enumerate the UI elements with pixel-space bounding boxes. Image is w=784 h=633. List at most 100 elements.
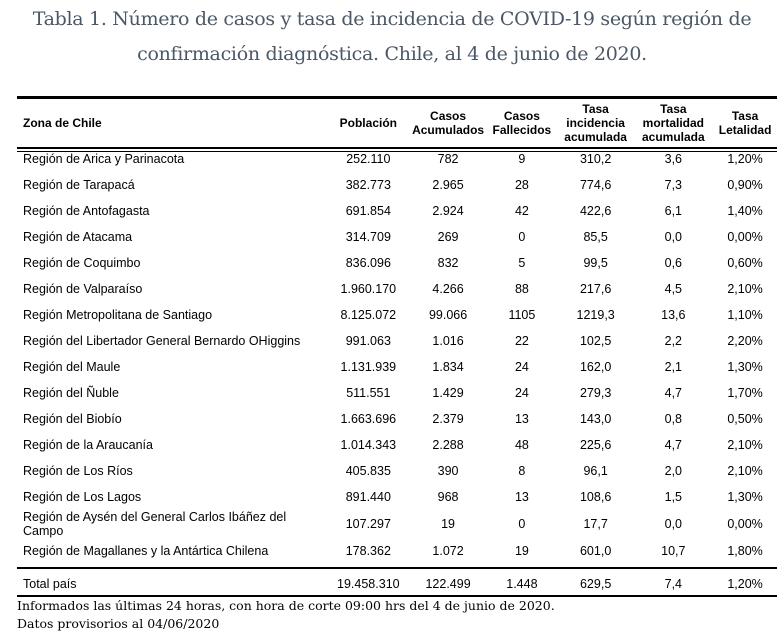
cell-tasa-letalidad: 2,20% xyxy=(727,334,763,348)
cell-poblacion: 891.440 xyxy=(345,490,391,504)
cell-tasa-mortalidad: 0,0 xyxy=(664,517,683,531)
cell-poblacion: 991.063 xyxy=(345,334,391,348)
cell-zona: Región de Arica y Parinacota xyxy=(23,152,185,166)
cell-tasa-letalidad: 0,50% xyxy=(727,412,763,426)
cell-tasa-mortalidad: 0,0 xyxy=(664,230,683,244)
cell-casos-fallecidos: 5 xyxy=(518,256,526,270)
cell-casos-fallecidos: 8 xyxy=(518,464,526,478)
cell-tasa-mortalidad: 0,6 xyxy=(664,256,683,270)
cell-casos-fallecidos: 24 xyxy=(514,386,529,400)
table-row: Región de Valparaíso 1.960.170 4.266 88 217,… xyxy=(17,276,777,302)
cell-tasa-letalidad: 2,10% xyxy=(727,464,763,478)
cell-poblacion: 314.709 xyxy=(345,230,391,244)
cell-zona: Región de la Araucanía xyxy=(23,438,153,452)
cell-casos-acumulados: 19 xyxy=(441,517,456,531)
cell-tasa-mortalidad: 0,8 xyxy=(664,412,683,426)
cell-tasa-letalidad: 1,70% xyxy=(727,386,763,400)
cell-tasa-letalidad: 1,10% xyxy=(727,308,763,322)
cell-zona: Región de Los Ríos xyxy=(23,464,133,478)
cell-casos-acumulados: 99.066 xyxy=(428,308,468,322)
cell-zona: Región de Tarapacá xyxy=(23,178,135,192)
cell-zona: Región del Ñuble xyxy=(23,386,119,400)
total-rule xyxy=(17,567,777,569)
cell-tasa-incidencia: 225,6 xyxy=(579,438,612,452)
cell-tasa-incidencia: 422,6 xyxy=(579,204,612,218)
cell-tasa-incidencia: 143,0 xyxy=(579,412,612,426)
cell-tasa-incidencia: 310,2 xyxy=(579,152,612,166)
cell-tasa-letalidad: 1,40% xyxy=(727,204,763,218)
cell-casos-fallecidos: 19 xyxy=(514,544,529,558)
cell-tasa-mortalidad: 13,6 xyxy=(661,308,686,322)
table-row: Región de Magallanes y la Antártica Chil… xyxy=(17,538,777,564)
bottom-rule xyxy=(17,595,777,597)
cell-casos-acumulados: 2.924 xyxy=(432,204,464,218)
cell-poblacion: 836.096 xyxy=(345,256,391,270)
table-row: Región de Aysén del General Carlos Ibáñe… xyxy=(17,510,777,538)
cell-casos-acumulados: 1.072 xyxy=(432,544,464,558)
cell-poblacion: 8.125.072 xyxy=(340,308,397,322)
header-rule-2 xyxy=(17,151,777,152)
cell-tasa-mortalidad: 7,3 xyxy=(664,178,683,192)
table-title-line-1: Tabla 1. Número de casos y tasa de incid… xyxy=(32,8,752,30)
cell-tasa-letalidad: 1,80% xyxy=(727,544,763,558)
cell-zona: Región del Maule xyxy=(23,360,121,374)
cell-casos-acumulados: 1.016 xyxy=(432,334,464,348)
cell-zona: Región de Los Lagos xyxy=(23,490,142,504)
cell-poblacion: 382.773 xyxy=(345,178,391,192)
footer-note-1: Informados las últimas 24 horas, con hor… xyxy=(17,598,555,613)
cell-zona: Región de Atacama xyxy=(23,230,133,244)
cell-zona: Región del Biobío xyxy=(23,412,122,426)
cell-casos-acumulados: 1.429 xyxy=(432,386,464,400)
cell-poblacion: 107.297 xyxy=(345,517,391,531)
table-row: Región de Coquimbo 836.096 832 5 99,5 0,6 0,60… xyxy=(17,250,777,276)
header-tasa-incidencia: Tasa incidencia acumulada xyxy=(564,102,627,144)
cell-zona: Región del Libertador General Bernardo O… xyxy=(23,334,301,348)
cell-casos-fallecidos: 13 xyxy=(514,412,529,426)
cell-tasa-incidencia: 96,1 xyxy=(583,464,608,478)
cell-zona: Región de Valparaíso xyxy=(23,282,143,296)
cell-tasa-incidencia: 1219,3 xyxy=(576,308,615,322)
cell-poblacion: 1.014.343 xyxy=(340,438,397,452)
table-row: Región de la Araucanía 1.014.343 2.288 48 22… xyxy=(17,432,777,458)
cell-casos-fallecidos: 9 xyxy=(518,152,526,166)
cell-tasa-mortalidad: 4,7 xyxy=(664,438,683,452)
cell-casos-fallecidos: 24 xyxy=(514,360,529,374)
cell-casos-acumulados: 4.266 xyxy=(432,282,464,296)
cell-zona: Región Metropolitana de Santiago xyxy=(23,308,213,322)
cell-poblacion: 1.960.170 xyxy=(340,282,397,296)
table-row: Región de Arica y Parinacota 252.110 782 9 3… xyxy=(17,146,777,172)
cell-tasa-mortalidad: 3,6 xyxy=(664,152,683,166)
header-casos-acumulados: Casos Acumulados xyxy=(412,109,485,137)
cell-tasa-mortalidad: 6,1 xyxy=(664,204,683,218)
cell-tasa-incidencia: 217,6 xyxy=(579,282,612,296)
cell-tasa-letalidad: 2,10% xyxy=(727,282,763,296)
cell-poblacion: 252.110 xyxy=(346,152,391,166)
cell-poblacion: 19.458.310 xyxy=(337,577,400,591)
cell-tasa-mortalidad: 1,5 xyxy=(664,490,683,504)
header-casos-fallecidos: Casos Fallecidos xyxy=(492,109,552,137)
cell-tasa-incidencia: 774,6 xyxy=(579,178,612,192)
cell-casos-fallecidos: 1105 xyxy=(508,308,536,322)
cell-casos-acumulados: 832 xyxy=(437,256,459,270)
cell-tasa-letalidad: 0,00% xyxy=(727,517,763,531)
cell-poblacion: 1.131.939 xyxy=(340,360,397,374)
table-row: Región de Atacama 314.709 269 0 85,5 0,0 0,00% xyxy=(17,224,777,250)
header-poblacion: Población xyxy=(339,116,397,130)
cell-casos-acumulados: 269 xyxy=(437,230,459,244)
cell-casos-fallecidos: 88 xyxy=(514,282,529,296)
cell-zona: Región de Aysén del General Carlos Ibáñe… xyxy=(23,510,287,538)
cell-zona: Región de Coquimbo xyxy=(23,256,141,270)
cell-tasa-mortalidad: 2,1 xyxy=(664,360,683,374)
cell-tasa-mortalidad: 10,7 xyxy=(661,544,686,558)
cell-poblacion: 691.854 xyxy=(345,204,391,218)
cell-tasa-letalidad: 1,20% xyxy=(727,577,763,591)
cell-tasa-mortalidad: 7,4 xyxy=(664,577,683,591)
cell-tasa-incidencia: 629,5 xyxy=(579,577,612,591)
cell-poblacion: 178.362 xyxy=(345,544,391,558)
cell-tasa-incidencia: 162,0 xyxy=(579,360,612,374)
cell-casos-fallecidos: 48 xyxy=(514,438,529,452)
cell-tasa-letalidad: 0,90% xyxy=(727,178,763,192)
footer-note-2: Datos provisorios al 04/06/2020 xyxy=(17,616,220,631)
cell-tasa-letalidad: 1,30% xyxy=(727,360,763,374)
cell-tasa-incidencia: 279,3 xyxy=(579,386,612,400)
